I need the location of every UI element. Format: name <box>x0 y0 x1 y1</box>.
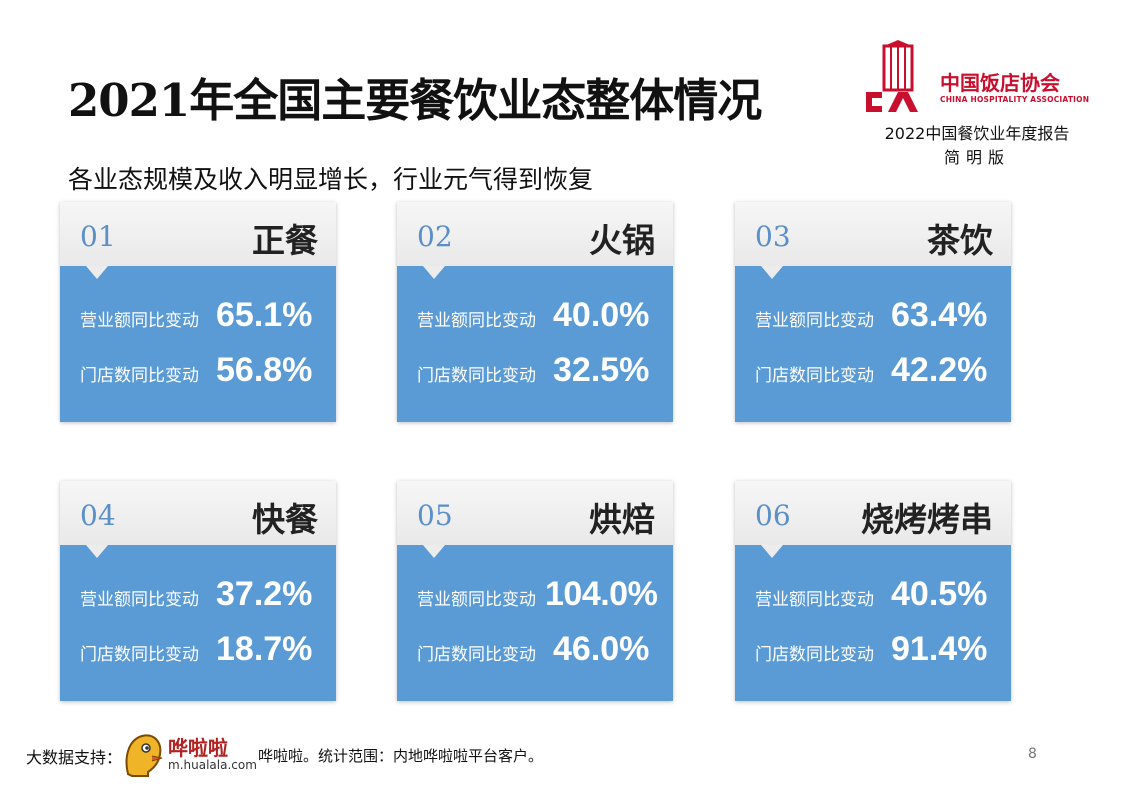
card-format-01: 01 正餐 营业额同比变动 65.1% 门店数同比变动 56.8% <box>60 202 336 422</box>
cha-name-cn: 中国饭店协会 <box>940 71 1060 95</box>
page-subtitle: 各业态规模及收入明显增长，行业元气得到恢复 <box>68 165 594 194</box>
card-number: 03 <box>755 220 791 253</box>
stores-label: 门店数同比变动 <box>80 366 199 386</box>
card-format-name: 快餐 <box>252 500 318 539</box>
revenue-row: 营业额同比变动 37.2% <box>80 573 330 617</box>
revenue-value: 63.4% <box>891 296 988 334</box>
card-format-name: 火锅 <box>589 221 655 260</box>
cha-name-en: CHINA HOSPITALITY ASSOCIATION <box>940 95 1090 104</box>
card-number: 04 <box>80 499 116 532</box>
revenue-value: 104.0% <box>545 575 658 613</box>
revenue-label: 营业额同比变动 <box>755 590 874 610</box>
revenue-row: 营业额同比变动 65.1% <box>80 294 330 338</box>
report-title: 2022中国餐饮业年度报告 <box>884 124 1070 143</box>
card-header: 05 烘焙 <box>397 481 673 545</box>
card-format-name: 正餐 <box>252 221 318 260</box>
card-number: 05 <box>417 499 453 532</box>
card-format-name: 烘焙 <box>589 500 655 539</box>
stores-value: 32.5% <box>553 351 650 389</box>
card-header: 03 茶饮 <box>735 202 1011 266</box>
stores-row: 门店数同比变动 91.4% <box>755 628 1005 672</box>
stores-label: 门店数同比变动 <box>755 645 874 665</box>
stores-row: 门店数同比变动 18.7% <box>80 628 330 672</box>
stores-label: 门店数同比变动 <box>80 645 199 665</box>
revenue-label: 营业额同比变动 <box>417 590 536 610</box>
stores-row: 门店数同比变动 42.2% <box>755 349 1005 393</box>
hualala-url: m.hualala.com <box>168 758 257 772</box>
card-format-name: 茶饮 <box>927 221 993 260</box>
revenue-label: 营业额同比变动 <box>417 311 536 331</box>
stores-value: 46.0% <box>553 630 650 668</box>
card-body: 营业额同比变动 40.0% 门店数同比变动 32.5% <box>397 266 673 422</box>
stores-row: 门店数同比变动 32.5% <box>417 349 667 393</box>
revenue-value: 40.5% <box>891 575 988 613</box>
card-header: 02 火锅 <box>397 202 673 266</box>
card-header: 06 烧烤烤串 <box>735 481 1011 545</box>
revenue-row: 营业额同比变动 40.0% <box>417 294 667 338</box>
footer-note: 哗啦啦。统计范围：内地哗啦啦平台客户。 <box>258 747 544 765</box>
card-body: 营业额同比变动 37.2% 门店数同比变动 18.7% <box>60 545 336 701</box>
card-notch <box>423 545 445 558</box>
revenue-value: 65.1% <box>216 296 313 334</box>
stores-value: 18.7% <box>216 630 313 668</box>
page-number: 8 <box>1028 746 1037 762</box>
stores-value: 56.8% <box>216 351 313 389</box>
revenue-row: 营业额同比变动 63.4% <box>755 294 1005 338</box>
hualala-mascot-icon <box>125 734 163 777</box>
card-format-06: 06 烧烤烤串 营业额同比变动 40.5% 门店数同比变动 91.4% <box>735 481 1011 701</box>
revenue-value: 40.0% <box>553 296 650 334</box>
card-notch <box>761 545 783 558</box>
data-support-label: 大数据支持： <box>26 748 123 767</box>
stores-row: 门店数同比变动 46.0% <box>417 628 667 672</box>
revenue-label: 营业额同比变动 <box>80 311 199 331</box>
stores-label: 门店数同比变动 <box>417 645 536 665</box>
hualala-logo: 哗啦啦 m.hualala.com <box>122 728 257 778</box>
hualala-name: 哗啦啦 <box>168 736 228 760</box>
card-body: 营业额同比变动 65.1% 门店数同比变动 56.8% <box>60 266 336 422</box>
card-format-05: 05 烘焙 营业额同比变动 104.0% 门店数同比变动 46.0% <box>397 481 673 701</box>
card-format-name: 烧烤烤串 <box>861 500 993 539</box>
card-notch <box>86 545 108 558</box>
card-format-03: 03 茶饮 营业额同比变动 63.4% 门店数同比变动 42.2% <box>735 202 1011 422</box>
card-header: 04 快餐 <box>60 481 336 545</box>
revenue-value: 37.2% <box>216 575 313 613</box>
card-body: 营业额同比变动 63.4% 门店数同比变动 42.2% <box>735 266 1011 422</box>
revenue-label: 营业额同比变动 <box>755 311 874 331</box>
card-number: 02 <box>417 220 453 253</box>
card-notch <box>86 266 108 279</box>
card-header: 01 正餐 <box>60 202 336 266</box>
revenue-row: 营业额同比变动 40.5% <box>755 573 1005 617</box>
cha-logo: 中国饭店协会 CHINA HOSPITALITY ASSOCIATION 202… <box>862 40 1092 175</box>
card-format-02: 02 火锅 营业额同比变动 40.0% 门店数同比变动 32.5% <box>397 202 673 422</box>
cha-emblem-icon <box>866 40 918 112</box>
stores-label: 门店数同比变动 <box>417 366 536 386</box>
stores-value: 42.2% <box>891 351 988 389</box>
report-subtitle: 简明版 <box>943 148 1010 167</box>
revenue-row: 营业额同比变动 104.0% <box>417 573 667 617</box>
stores-value: 91.4% <box>891 630 988 668</box>
card-body: 营业额同比变动 40.5% 门店数同比变动 91.4% <box>735 545 1011 701</box>
page-title: 2021年全国主要餐饮业态整体情况 <box>68 74 762 127</box>
card-number: 01 <box>80 220 116 253</box>
card-notch <box>423 266 445 279</box>
card-body: 营业额同比变动 104.0% 门店数同比变动 46.0% <box>397 545 673 701</box>
revenue-label: 营业额同比变动 <box>80 590 199 610</box>
card-number: 06 <box>755 499 791 532</box>
stores-label: 门店数同比变动 <box>755 366 874 386</box>
stores-row: 门店数同比变动 56.8% <box>80 349 330 393</box>
card-notch <box>761 266 783 279</box>
card-format-04: 04 快餐 营业额同比变动 37.2% 门店数同比变动 18.7% <box>60 481 336 701</box>
